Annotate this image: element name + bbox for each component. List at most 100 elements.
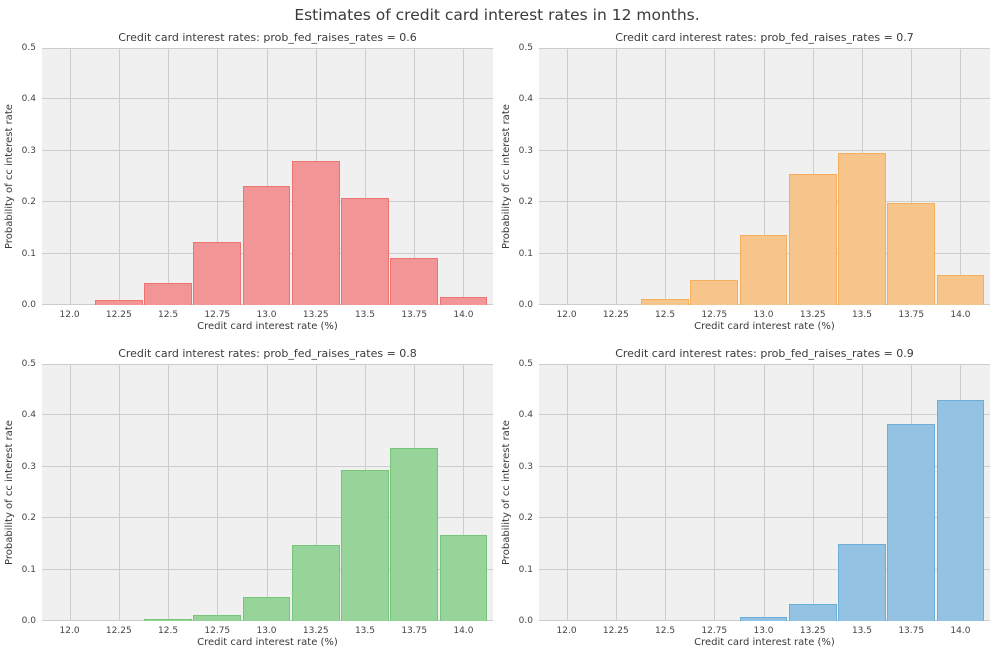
histogram-bar	[193, 615, 242, 621]
gridline-x-12.5	[665, 48, 667, 305]
subplot-prob-0-6: 0.0 0.1 0.2 0.3 0.4 0.5 12.0 12.25 12.5 12.75 13.0…	[4, 31, 493, 332]
x-axis-label: Credit card interest rate (%)	[694, 321, 835, 332]
y-tick-label: 0.2	[518, 197, 533, 208]
histogram-bar	[641, 298, 689, 305]
gridline-x-12.5	[665, 364, 667, 621]
x-tick-label: 12.0	[556, 626, 577, 636]
gridline-y-0.4	[539, 414, 990, 416]
histogram-bar	[936, 275, 985, 305]
gridline-x-14.0	[463, 48, 465, 305]
gridline-x-13.0	[266, 48, 268, 305]
gridline-x-12.25	[118, 364, 120, 621]
x-tick-label: 13.0	[753, 626, 774, 636]
histogram-bar	[788, 603, 837, 621]
gridline-y-0.4	[42, 414, 493, 416]
gridline-x-12.0	[69, 48, 71, 305]
histogram-bar	[739, 234, 788, 305]
x-tick-label: 12.0	[59, 626, 80, 636]
histogram-bar	[390, 447, 439, 621]
y-tick-label: 0.2	[21, 197, 36, 208]
gridline-x-12.0	[566, 48, 568, 305]
y-tick-label: 0.0	[21, 300, 36, 310]
gridline-y-0.5	[539, 364, 990, 365]
histogram-bar	[193, 241, 242, 305]
gridline-x-12.75	[217, 48, 219, 305]
y-tick-label: 0.2	[21, 513, 36, 524]
x-tick-label: 14.0	[453, 626, 474, 636]
figure-title: Estimates of credit card interest rates …	[294, 6, 700, 24]
gridline-x-12.0	[566, 364, 568, 621]
gridline-y-0.5	[539, 48, 990, 49]
x-tick-label: 13.75	[898, 626, 925, 636]
y-axis-label: Probability of cc interest rate	[501, 104, 512, 249]
x-tick-label: 13.5	[354, 626, 376, 636]
plot-canvas	[42, 364, 493, 621]
histogram-bar	[94, 299, 143, 305]
gridline-y-0.2	[539, 517, 990, 519]
gridline-x-12.5	[168, 364, 170, 621]
gridline-x-12.25	[615, 48, 617, 305]
x-axis-label: Credit card interest rate (%)	[197, 321, 338, 332]
gridline-y-0.3	[539, 149, 990, 151]
x-tick-label: 13.0	[256, 626, 277, 636]
gridline-x-12.25	[615, 364, 617, 621]
x-axis-label: Credit card interest rate (%)	[197, 637, 338, 648]
y-tick-label: 0.4	[21, 94, 36, 105]
y-tick-label: 0.4	[518, 410, 533, 421]
gridline-y-0.3	[42, 149, 493, 151]
x-tick-label: 13.75	[898, 310, 925, 320]
y-tick-label: 0.5	[518, 359, 533, 369]
gridline-y-0.1	[42, 568, 493, 570]
gridline-y-0.2	[42, 517, 493, 519]
y-axis-label: Probability of cc interest rate	[4, 104, 15, 249]
gridline-y-0.2	[539, 201, 990, 203]
gridline-x-12.75	[714, 364, 716, 621]
x-tick-label: 12.75	[701, 626, 728, 636]
y-tick-label: 0.1	[518, 248, 533, 259]
y-tick-label: 0.5	[518, 43, 533, 53]
subplot-title: Credit card interest rates: prob_fed_rai…	[118, 31, 417, 44]
y-tick-label: 0.2	[518, 513, 533, 524]
x-tick-label: 13.75	[401, 310, 428, 320]
x-tick-label: 12.25	[602, 310, 629, 320]
histogram-bar	[936, 399, 985, 621]
x-tick-label: 13.5	[851, 626, 873, 636]
gridline-y-0.1	[539, 568, 990, 570]
x-tick-label: 12.75	[204, 626, 231, 636]
gridline-x-14.0	[960, 48, 962, 305]
x-tick-label: 12.5	[158, 310, 179, 320]
gridline-y-0.3	[42, 465, 493, 467]
y-tick-label: 0.3	[518, 461, 533, 472]
x-tick-label: 12.0	[556, 310, 577, 320]
histogram-bar	[838, 543, 886, 621]
histogram-bar	[690, 279, 739, 305]
plot-canvas	[42, 48, 493, 305]
x-tick-label: 13.75	[401, 626, 428, 636]
x-tick-label: 13.5	[354, 310, 376, 320]
x-tick-label: 13.25	[302, 626, 329, 636]
y-tick-label: 0.4	[21, 410, 36, 421]
gridline-x-13.5	[861, 364, 863, 621]
y-axis-label: Probability of cc interest rate	[501, 420, 512, 565]
gridline-x-12.5	[168, 48, 170, 305]
y-tick-label: 0.3	[21, 461, 36, 472]
gridline-x-13.25	[812, 364, 814, 621]
histogram-bar	[390, 258, 439, 305]
plot-canvas	[539, 48, 990, 305]
subplot-prob-0-8: 0.0 0.1 0.2 0.3 0.4 0.5 12.0 12.25 12.5 12.75 13.0…	[4, 347, 493, 648]
gridline-x-13.75	[911, 48, 913, 305]
gridline-x-13.5	[364, 48, 366, 305]
x-tick-label: 12.5	[158, 626, 179, 636]
histogram-bar	[242, 185, 291, 305]
y-tick-label: 0.5	[21, 359, 36, 369]
histogram-bar	[242, 596, 291, 621]
x-tick-label: 13.25	[302, 310, 329, 320]
y-tick-label: 0.0	[518, 616, 533, 626]
histogram-bar	[739, 617, 788, 621]
gridline-x-12.25	[118, 48, 120, 305]
gridline-x-13.75	[414, 48, 416, 305]
subplot-title: Credit card interest rates: prob_fed_rai…	[118, 347, 417, 360]
histogram-bar	[144, 618, 192, 621]
y-axis-label: Probability of cc interest rate	[4, 420, 15, 565]
x-tick-label: 12.25	[105, 626, 132, 636]
